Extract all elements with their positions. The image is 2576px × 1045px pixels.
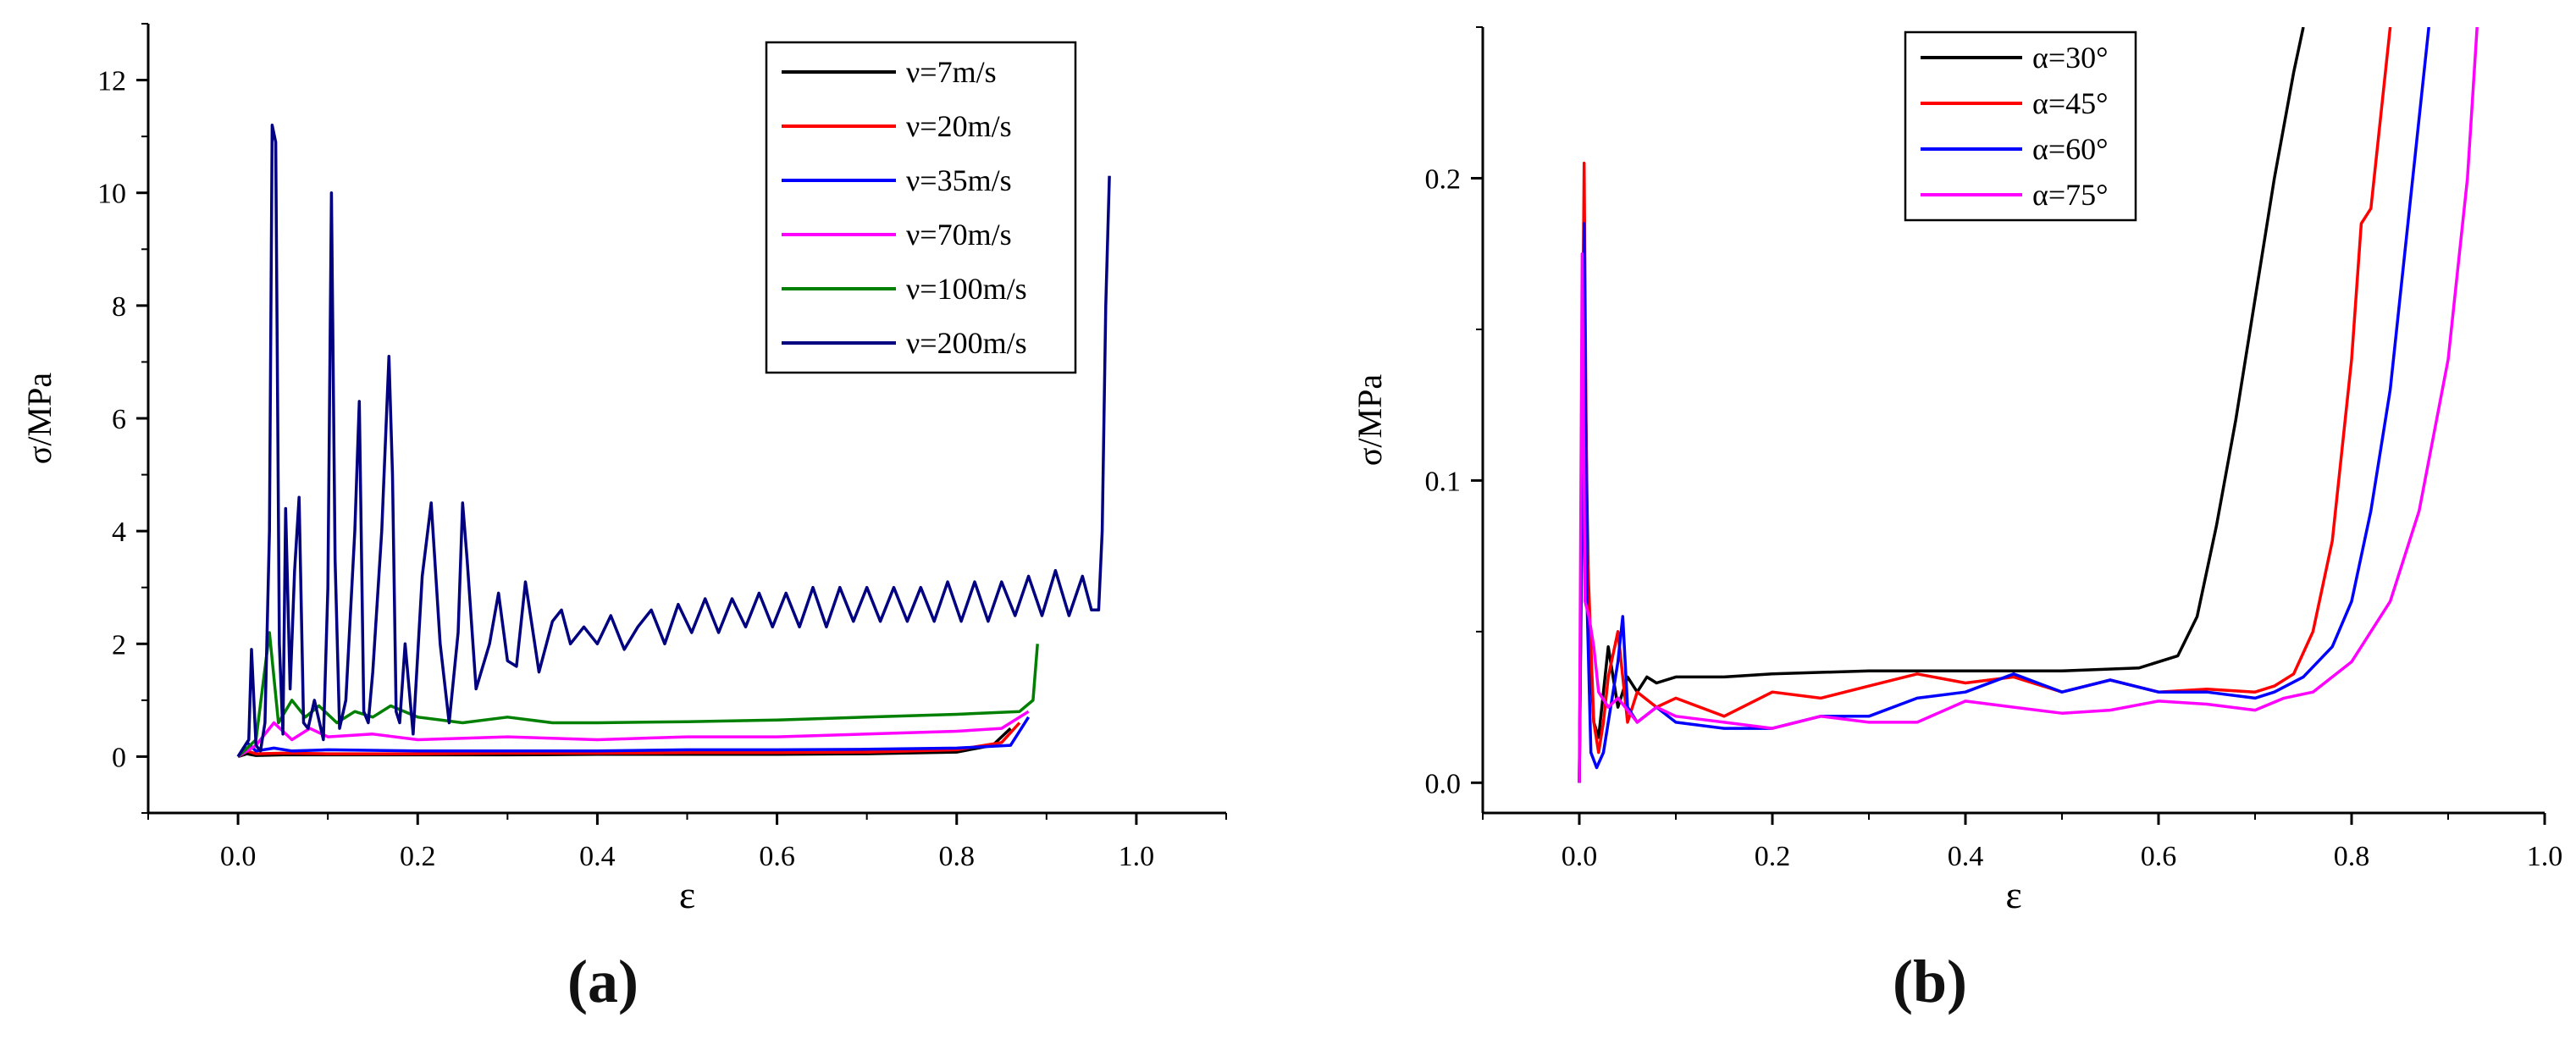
x-tick-label: 0.0 bbox=[220, 841, 257, 872]
y-tick-label: 0.1 bbox=[1425, 466, 1462, 497]
x-tick-label: 0.2 bbox=[1755, 841, 1791, 872]
legend-box bbox=[765, 41, 1077, 374]
legend-label: α=60° bbox=[2032, 132, 2109, 166]
x-axis-label: ε bbox=[2005, 873, 2021, 916]
x-tick-label: 0.4 bbox=[579, 841, 616, 872]
x-tick-label: 0.8 bbox=[2334, 841, 2370, 872]
y-axis-label: σ/MPa bbox=[20, 373, 58, 464]
series-line-6 bbox=[236, 124, 1111, 758]
x-axis-label: ε bbox=[679, 873, 695, 916]
y-tick-label: 10 bbox=[97, 179, 126, 210]
legend: ν=7m/s ν=20m/s ν=35m/s ν=70m/s ν=100m/s ν=200… bbox=[765, 41, 1077, 374]
legend-label: α=45° bbox=[2032, 86, 2109, 120]
legend-label: α=75° bbox=[2032, 178, 2109, 212]
x-tick-label: 0.6 bbox=[759, 841, 795, 872]
panel-a-label: (a) bbox=[567, 948, 638, 1015]
series-line-3 bbox=[1578, 27, 2430, 783]
y-tick-label: 12 bbox=[97, 66, 126, 97]
x-tick-label: 0.2 bbox=[400, 841, 436, 872]
x-tick-label: 1.0 bbox=[1119, 841, 1155, 872]
legend-label: ν=7m/s bbox=[906, 55, 997, 89]
legend-label: ν=200m/s bbox=[906, 326, 1027, 360]
y-tick-label: 2 bbox=[112, 629, 126, 661]
series-line-4 bbox=[1578, 27, 2479, 783]
x-tick-label: 0.6 bbox=[2141, 841, 2177, 872]
y-tick-label: 8 bbox=[112, 291, 126, 323]
legend-label: ν=70m/s bbox=[906, 218, 1012, 252]
legend-label: ν=20m/s bbox=[906, 109, 1012, 143]
series-line-2 bbox=[1578, 27, 2392, 783]
x-tick-label: 1.0 bbox=[2527, 841, 2563, 872]
series-line-5 bbox=[236, 631, 1039, 758]
chart-a: 0.0 0.2 0.4 0.6 0.8 1.0024681012εσ/MPaν=7m/sν… bbox=[20, 23, 1227, 916]
legend-label: ν=35m/s bbox=[906, 163, 1012, 197]
y-tick-label: 6 bbox=[112, 404, 126, 435]
series-line-2 bbox=[237, 722, 1021, 758]
y-tick-label: 0.2 bbox=[1425, 163, 1462, 195]
y-axis-label: σ/MPa bbox=[1351, 374, 1389, 466]
y-tick-label: 4 bbox=[112, 517, 126, 548]
legend-label: ν=100m/s bbox=[906, 272, 1027, 306]
legend: α=30° α=45° α=60° α=75° bbox=[1904, 30, 2137, 222]
y-tick-label: 0.0 bbox=[1425, 768, 1462, 799]
x-tick-label: 0.0 bbox=[1562, 841, 1598, 872]
chart-b: 0.0 0.2 0.4 0.6 0.8 1.00.00.10.2εσ/MPaα=30°α=… bbox=[1351, 26, 2563, 916]
legend-box bbox=[1904, 30, 2137, 222]
legend-label: α=30° bbox=[2032, 41, 2109, 75]
series-line-1 bbox=[1578, 27, 2305, 783]
y-tick-label: 0 bbox=[112, 742, 126, 773]
x-tick-label: 0.8 bbox=[939, 841, 976, 872]
panel-b-label: (b) bbox=[1893, 948, 1967, 1015]
x-tick-label: 0.4 bbox=[1948, 841, 1984, 872]
